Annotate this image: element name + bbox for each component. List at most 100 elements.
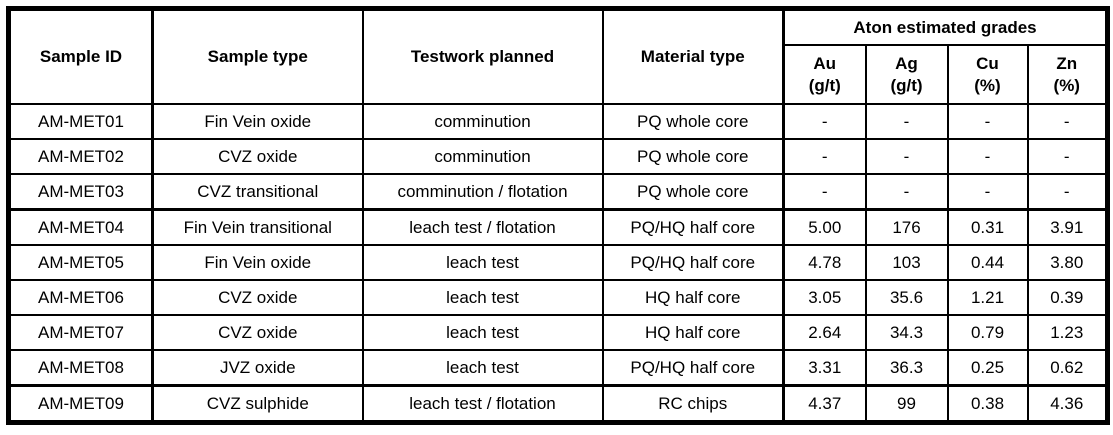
cell-ag: 34.3 [864,314,949,351]
cell-ag: 103 [864,244,949,281]
cell-testwork-planned: leach test [361,279,604,316]
cell-zn: 0.62 [1026,349,1109,387]
cell-cu: - [946,173,1029,211]
cell-cu: 0.44 [946,244,1029,281]
grade-unit-label: (g/t) [808,75,841,95]
cell-sample-id: AM-MET06 [7,279,154,316]
cell-au: - [782,138,867,175]
cell-sample-id: AM-MET09 [7,384,154,424]
cell-sample-type: CVZ oxide [151,279,364,316]
table-row: AM-MET02 CVZ oxide comminution PQ whole cor… [7,138,1109,175]
grade-unit-label: (%) [1053,75,1080,95]
cell-sample-type: Fin Vein oxide [151,244,364,281]
cell-au: 4.37 [782,384,867,424]
cell-sample-id: AM-MET08 [7,349,154,387]
cell-cu: 1.21 [946,279,1029,316]
cell-sample-type: Fin Vein transitional [151,208,364,246]
cell-cu: - [946,138,1029,175]
header-grade-ag: Ag (g/t) [864,44,949,105]
grade-element-label: Zn [1056,54,1078,74]
cell-material-type: HQ half core [601,314,785,351]
table-row: AM-MET06 CVZ oxide leach test HQ half core 3… [7,279,1109,316]
cell-cu: 0.31 [946,208,1029,246]
cell-au: 4.78 [782,244,867,281]
cell-sample-id: AM-MET04 [7,208,154,246]
cell-testwork-planned: leach test [361,349,604,387]
cell-sample-type: CVZ oxide [151,138,364,175]
table-header: Sample ID Sample type Testwork planned M… [7,7,1109,105]
cell-material-type: HQ half core [601,279,785,316]
cell-material-type: PQ/HQ half core [601,244,785,281]
cell-sample-type: CVZ sulphide [151,384,364,424]
grade-element-label: Au [813,54,837,74]
table-row: AM-MET09 CVZ sulphide leach test / flotati… [7,384,1109,424]
cell-material-type: PQ whole core [601,173,785,211]
grade-element-label: Cu [976,54,999,74]
cell-au: 5.00 [782,208,867,246]
cell-cu: 0.25 [946,349,1029,387]
cell-testwork-planned: leach test / flotation [361,208,604,246]
cell-zn: - [1026,138,1109,175]
cell-material-type: RC chips [601,384,785,424]
grade-unit-label: (%) [974,75,1001,95]
cell-sample-type: Fin Vein oxide [151,103,364,140]
header-row-top: Sample ID Sample type Testwork planned M… [7,7,1109,105]
cell-zn: 1.23 [1026,314,1109,351]
cell-testwork-planned: comminution [361,103,604,140]
header-grade-cu: Cu (%) [946,44,1029,105]
header-grade-au: Au (g/t) [782,44,867,105]
cell-material-type: PQ whole core [601,103,785,140]
cell-ag: 99 [864,384,949,424]
table-row: AM-MET08 JVZ oxide leach test PQ/HQ half co… [7,349,1109,387]
cell-testwork-planned: leach test / flotation [361,384,604,424]
cell-material-type: PQ/HQ half core [601,208,785,246]
cell-sample-id: AM-MET07 [7,314,154,351]
cell-sample-type: CVZ oxide [151,314,364,351]
header-grade-zn: Zn (%) [1026,44,1109,105]
cell-zn: - [1026,173,1109,211]
cell-sample-type: JVZ oxide [151,349,364,387]
table-row: AM-MET01 Fin Vein oxide comminution PQ whol… [7,103,1109,140]
cell-zn: 4.36 [1026,384,1109,424]
cell-au: 3.05 [782,279,867,316]
cell-testwork-planned: leach test [361,244,604,281]
header-sample-type: Sample type [151,7,364,105]
cell-material-type: PQ/HQ half core [601,349,785,387]
cell-sample-type: CVZ transitional [151,173,364,211]
cell-cu: - [946,103,1029,140]
header-sample-id: Sample ID [7,7,154,105]
table-row: AM-MET03 CVZ transitional comminution / fl… [7,173,1109,211]
cell-zn: 3.91 [1026,208,1109,246]
cell-testwork-planned: comminution / flotation [361,173,604,211]
cell-ag: 36.3 [864,349,949,387]
cell-ag: 176 [864,208,949,246]
cell-zn: 0.39 [1026,279,1109,316]
header-row-grades: Au (g/t) Ag (g/t) Cu (%) Zn (%) [9,44,1109,105]
cell-zn: - [1026,103,1109,140]
cell-sample-id: AM-MET05 [7,244,154,281]
grade-element-label: Ag [895,54,918,74]
cell-au: 3.31 [782,349,867,387]
cell-au: 2.64 [782,314,867,351]
cell-testwork-planned: comminution [361,138,604,175]
cell-sample-id: AM-MET02 [7,138,154,175]
cell-ag: - [864,103,949,140]
cell-au: - [782,173,867,211]
cell-cu: 0.79 [946,314,1029,351]
cell-ag: - [864,173,949,211]
cell-cu: 0.38 [946,384,1029,424]
header-grades-group: Aton estimated grades [781,7,1109,46]
header-material-type: Material type [601,7,785,105]
grade-unit-label: (g/t) [890,75,923,95]
cell-sample-id: AM-MET01 [7,103,154,140]
cell-material-type: PQ whole core [601,138,785,175]
page: Sample ID Sample type Testwork planned M… [6,6,1111,425]
header-testwork-planned: Testwork planned [361,7,604,105]
cell-ag: - [864,138,949,175]
samples-table: Sample ID Sample type Testwork planned M… [6,6,1111,425]
table-row: AM-MET05 Fin Vein oxide leach test PQ/HQ ha… [7,244,1109,281]
table-row: AM-MET04 Fin Vein transitional leach test … [7,208,1109,246]
cell-au: - [782,103,867,140]
cell-sample-id: AM-MET03 [7,173,154,211]
cell-ag: 35.6 [864,279,949,316]
